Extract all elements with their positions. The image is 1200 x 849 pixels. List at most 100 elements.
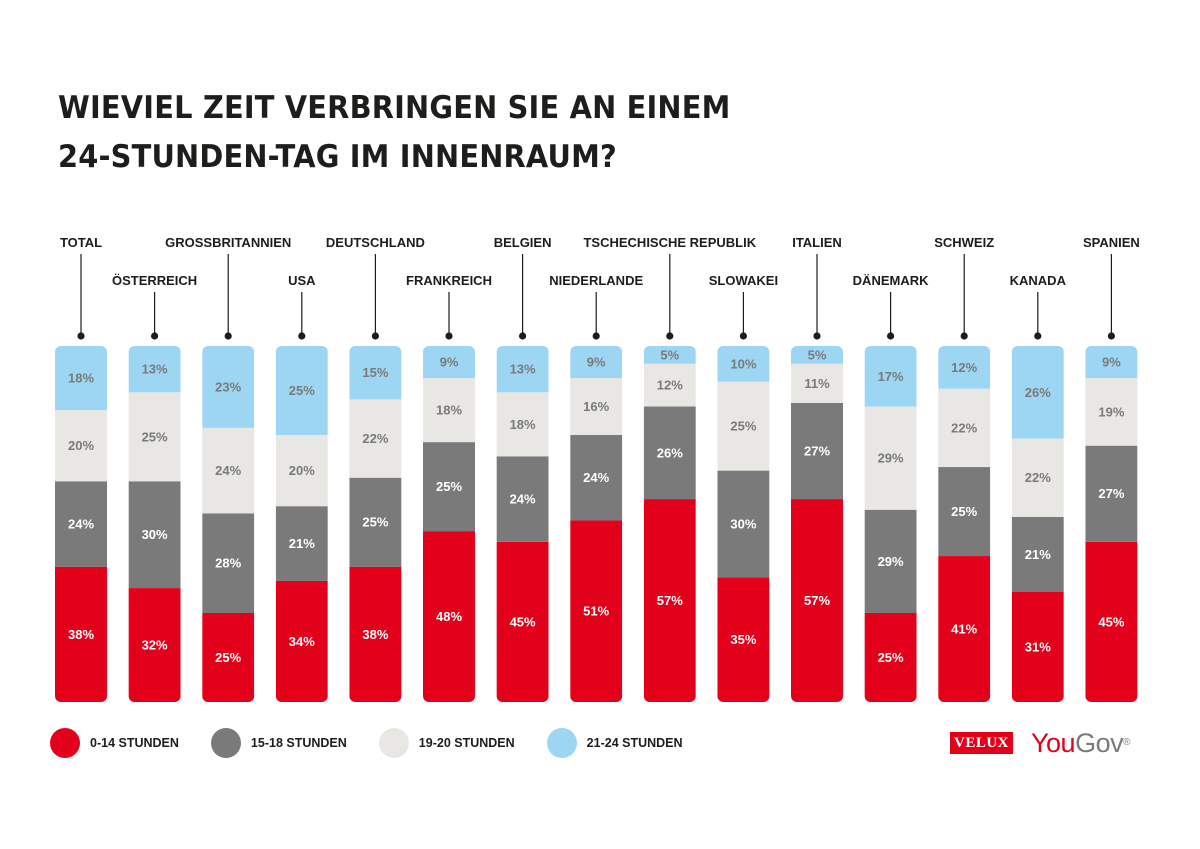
data-label-spanien-2: 19% [1098, 404, 1124, 419]
data-label-slowakei-3: 10% [730, 356, 756, 371]
bar-segment-niederlande-0 [570, 520, 623, 702]
country-label-schweiz: SCHWEIZ [934, 235, 994, 250]
legend-item-19-20: 19-20 STUNDEN [378, 728, 515, 758]
bar-segment-niederlande-1 [570, 435, 623, 521]
data-label-belgien-1: 24% [510, 492, 536, 507]
bar-segment-belgien-3 [496, 346, 549, 393]
yougov-logo-reg: ® [1123, 737, 1130, 748]
bar-segment-dänemark-0 [864, 613, 917, 702]
data-label-kanada-0: 31% [1025, 639, 1051, 654]
bar-segment-österreich-1 [128, 481, 181, 589]
data-label-grossbritannien-2: 24% [215, 463, 241, 478]
data-label-deutschland-3: 15% [362, 365, 388, 380]
data-label-total-1: 24% [68, 517, 94, 532]
data-label-niederlande-1: 24% [583, 470, 609, 485]
leader-dot-österreich [151, 332, 159, 340]
bar-segment-kanada-0 [1011, 591, 1064, 702]
bar-stack-tschechische-republik [643, 346, 696, 702]
data-label-schweiz-2: 22% [951, 420, 977, 435]
bar-segment-schweiz-2 [938, 388, 991, 468]
yougov-logo-gov: Gov [1075, 728, 1124, 758]
bar-segment-italien-1 [791, 402, 843, 500]
legend-swatch-15-18 [210, 728, 241, 758]
bar-segment-niederlande-2 [570, 378, 623, 435]
data-label-schweiz-0: 41% [951, 622, 977, 637]
data-label-usa-2: 20% [289, 463, 315, 478]
leader-dot-usa [298, 332, 306, 340]
data-label-dänemark-0: 25% [878, 650, 904, 665]
bar-stack-italien [791, 346, 843, 702]
data-label-schweiz-3: 12% [951, 360, 977, 375]
leader-dot-grossbritannien [224, 332, 232, 340]
bar-segment-niederlande-3 [570, 346, 623, 379]
bar-stack-frankreich [423, 346, 475, 702]
data-label-spanien-1: 27% [1098, 486, 1124, 501]
data-label-usa-3: 25% [289, 383, 315, 398]
bar-segment-frankreich-2 [423, 378, 475, 443]
bar-segment-frankreich-3 [423, 346, 475, 379]
data-label-belgien-0: 45% [510, 614, 536, 629]
leader-dot-tschechische-republik [666, 332, 674, 340]
data-label-italien-0: 57% [804, 593, 830, 608]
data-label-dänemark-1: 29% [878, 554, 904, 569]
country-label-usa: USA [288, 273, 316, 288]
chart-title-line-1: Wieviel Zeit verbringen Sie an einem [58, 90, 731, 126]
bar-segment-deutschland-2 [349, 399, 402, 478]
bar-segment-tschechische-republik-0 [643, 499, 696, 702]
bar-segment-schweiz-3 [938, 346, 991, 389]
bar-segment-frankreich-1 [423, 442, 475, 532]
bar-stack-österreich [128, 346, 181, 702]
leader-dot-belgien [519, 332, 527, 340]
bar-segment-usa-2 [275, 435, 328, 507]
data-label-slowakei-0: 35% [730, 632, 756, 647]
data-label-tschechische-republik-0: 57% [657, 593, 683, 608]
chart-title: Wieviel Zeit verbringen Sie an einem 24-… [58, 84, 895, 182]
data-label-spanien-0: 45% [1098, 614, 1124, 629]
legend-item-15-18: 15-18 STUNDEN [210, 728, 347, 758]
data-label-niederlande-0: 51% [583, 604, 609, 619]
data-label-tschechische-republik-3: 5% [660, 347, 679, 362]
data-label-belgien-3: 13% [510, 362, 536, 377]
bar-segment-belgien-0 [496, 541, 549, 702]
bar-segment-schweiz-1 [938, 467, 991, 557]
data-label-grossbritannien-1: 28% [215, 556, 241, 571]
bar-segment-tschechische-republik-2 [643, 363, 696, 407]
bar-segment-spanien-3 [1085, 346, 1138, 379]
data-label-österreich-2: 25% [142, 429, 168, 444]
leader-dot-dänemark [887, 332, 895, 340]
bar-segment-deutschland-3 [349, 346, 402, 400]
bar-segment-belgien-1 [496, 456, 549, 542]
bar-stack-slowakei [717, 346, 770, 702]
bar-segment-italien-3 [791, 346, 843, 364]
data-label-slowakei-1: 30% [730, 517, 756, 532]
country-label-spanien: SPANIEN [1083, 235, 1140, 250]
country-label-italien: ITALIEN [792, 235, 842, 250]
country-label-österreich: ÖSTERREICH [112, 273, 197, 288]
bar-segment-frankreich-0 [423, 531, 475, 702]
leader-dot-niederlande [592, 332, 600, 340]
data-label-deutschland-1: 25% [362, 515, 388, 530]
data-label-dänemark-2: 29% [878, 451, 904, 466]
data-label-frankreich-1: 25% [436, 479, 462, 494]
country-label-niederlande: NIEDERLANDE [549, 273, 643, 288]
country-label-grossbritannien: GROSSBRITANNIEN [165, 235, 291, 250]
bar-segment-kanada-3 [1011, 346, 1064, 439]
bar-segment-österreich-3 [128, 346, 181, 393]
legend-label-21-24: 21-24 STUNDEN [586, 736, 683, 750]
data-label-österreich-1: 30% [142, 527, 168, 542]
bar-segment-belgien-2 [496, 392, 549, 457]
legend-item-0-14: 0-14 STUNDEN [50, 728, 179, 758]
bar-segment-kanada-2 [1011, 438, 1064, 517]
bar-segment-total-2 [55, 410, 107, 482]
bar-segment-dänemark-3 [864, 346, 917, 407]
legend-label-0-14: 0-14 STUNDEN [90, 736, 179, 750]
data-label-italien-3: 5% [808, 347, 827, 362]
country-label-tschechische-republik: TSCHECHISCHE REPUBLIK [583, 235, 756, 250]
bar-segment-österreich-2 [128, 392, 181, 482]
bar-segment-spanien-1 [1085, 445, 1138, 542]
stacked-bar-chart: TOTAL 38% 24% 20% 18% ÖSTERREICH 32% 30% 25% 13% G… [55, 235, 1140, 702]
leader-dot-frankreich [445, 332, 453, 340]
bar-segment-deutschland-1 [349, 477, 402, 567]
bar-segment-slowakei-2 [717, 381, 770, 471]
bar-stack-deutschland [349, 346, 402, 702]
